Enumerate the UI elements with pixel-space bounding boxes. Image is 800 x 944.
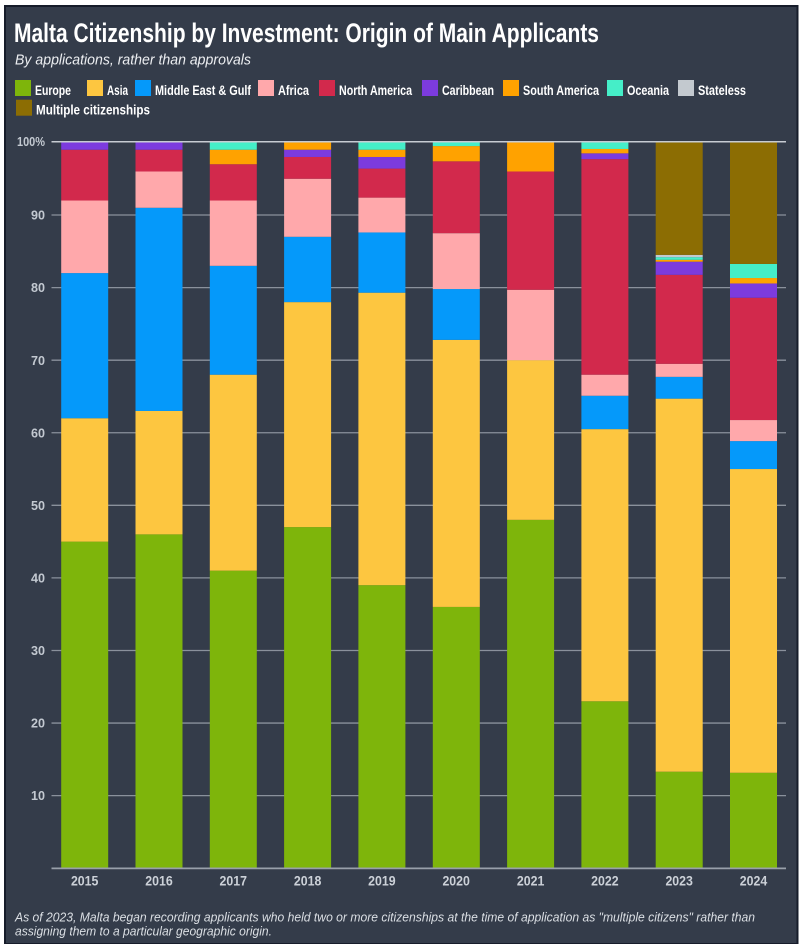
svg-text:Stateless: Stateless <box>698 82 746 98</box>
svg-text:Malta Citizenship by Investmen: Malta Citizenship by Investment: Origin … <box>14 18 599 48</box>
svg-text:Multiple citizenships: Multiple citizenships <box>36 102 150 118</box>
svg-text:80: 80 <box>31 280 45 295</box>
svg-text:2018: 2018 <box>294 874 322 889</box>
svg-text:South America: South America <box>523 82 599 98</box>
svg-text:Caribbean: Caribbean <box>442 82 494 98</box>
svg-text:By applications, rather than a: By applications, rather than approvals <box>15 53 251 69</box>
svg-text:2021: 2021 <box>517 874 545 889</box>
svg-text:2022: 2022 <box>591 874 619 889</box>
svg-text:90: 90 <box>31 208 45 223</box>
svg-text:2023: 2023 <box>665 874 693 889</box>
svg-text:Oceania: Oceania <box>627 82 669 98</box>
svg-text:As of 2023, Malta began record: As of 2023, Malta began recording applic… <box>14 911 755 925</box>
svg-text:North America: North America <box>339 82 412 98</box>
svg-text:2020: 2020 <box>442 874 470 889</box>
svg-text:10: 10 <box>31 788 45 803</box>
svg-text:Africa: Africa <box>278 82 309 98</box>
svg-text:60: 60 <box>31 425 45 440</box>
svg-text:50: 50 <box>31 498 45 513</box>
svg-text:100%: 100% <box>17 134 45 149</box>
svg-text:30: 30 <box>31 643 45 658</box>
svg-text:2017: 2017 <box>220 874 248 889</box>
svg-text:2015: 2015 <box>71 874 99 889</box>
svg-text:2016: 2016 <box>145 874 173 889</box>
svg-text:2019: 2019 <box>368 874 396 889</box>
svg-text:2024: 2024 <box>740 874 768 889</box>
svg-text:Middle East & Gulf: Middle East & Gulf <box>155 82 251 98</box>
svg-text:70: 70 <box>31 353 45 368</box>
svg-text:Europe: Europe <box>35 82 71 98</box>
svg-text:20: 20 <box>31 716 45 731</box>
svg-text:40: 40 <box>31 571 45 586</box>
svg-text:assigning them to a particular: assigning them to a particular geographi… <box>15 925 272 939</box>
svg-text:Asia: Asia <box>107 82 128 98</box>
